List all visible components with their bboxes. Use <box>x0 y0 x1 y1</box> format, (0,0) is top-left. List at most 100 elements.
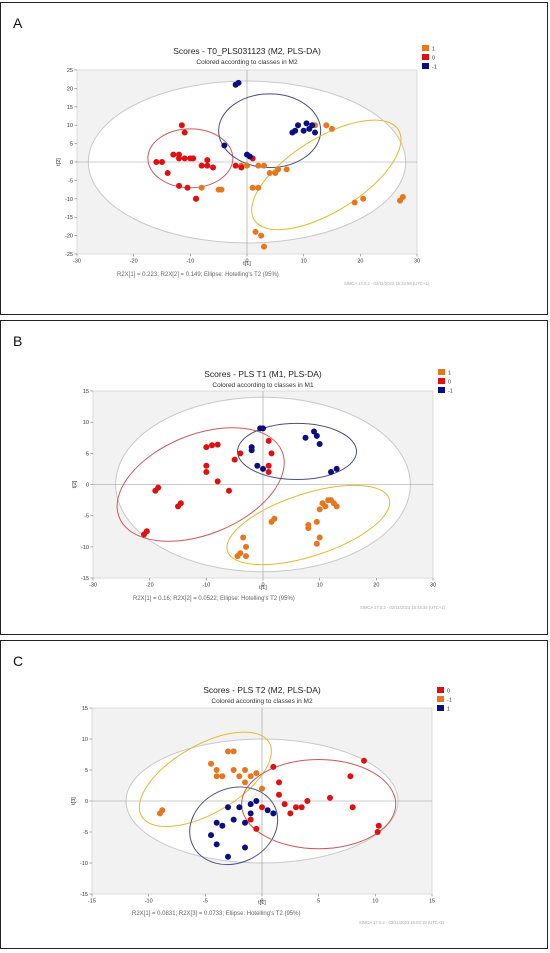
x-tick-label: -5 <box>203 899 208 905</box>
score-point-class-1 <box>247 801 254 808</box>
x-tick-label: 0 <box>261 583 264 589</box>
y-tick-label: 5 <box>70 142 73 148</box>
score-point-class--1 <box>313 432 320 439</box>
legend-label: 1 <box>448 370 451 376</box>
x-tick-label: 15 <box>429 899 435 905</box>
score-point-class-1 <box>213 841 220 848</box>
score-point-class--1 <box>235 79 242 86</box>
score-point-class-1 <box>225 853 231 860</box>
score-point-class-1 <box>237 550 244 557</box>
x-tick-label: 20 <box>373 583 379 589</box>
y-tick-label: -5 <box>84 514 89 520</box>
score-point-class--1 <box>219 773 226 780</box>
score-point-class-0 <box>265 437 272 444</box>
score-point-class--1 <box>316 440 323 447</box>
score-point-class-0 <box>178 122 185 129</box>
score-point-class-0 <box>237 450 244 457</box>
panel-letter: A <box>13 15 23 31</box>
class-ellipse--1 <box>218 93 322 169</box>
score-point-class--1 <box>213 773 220 780</box>
score-point-class-1 <box>399 193 406 200</box>
score-point-class-1 <box>219 822 226 829</box>
score-point-class-0 <box>270 763 277 770</box>
score-point-class-0 <box>304 798 311 804</box>
y-tick-label: 0 <box>86 483 89 489</box>
score-point-class-0 <box>375 822 382 829</box>
score-point-class-1 <box>240 534 247 541</box>
class-ellipse-1 <box>251 119 402 231</box>
chart-subtitle: Colored according to classes in M1 <box>212 382 314 389</box>
score-plot-c: Scores - PLS T2 (M2, PLS-DA) Colored acco… <box>71 685 452 925</box>
score-point-class-0 <box>265 462 272 469</box>
x-tick-label: 0 <box>260 899 263 905</box>
y-tick-label: -15 <box>65 215 73 221</box>
score-point-class-0 <box>276 779 282 786</box>
x-tick-label: -20 <box>130 259 138 265</box>
score-point-class--1 <box>213 767 220 773</box>
score-point-class-1 <box>360 195 367 202</box>
score-point-class-1 <box>261 243 267 250</box>
score-point-class--1 <box>333 465 340 472</box>
score-point-class-0 <box>281 801 288 808</box>
chart-title: Scores - PLS T2 (M2, PLS-DA) <box>203 685 321 695</box>
legend-swatch-1 <box>422 45 429 51</box>
score-point-class-1 <box>329 125 335 132</box>
score-point-class-1 <box>230 816 237 823</box>
y-tick-label: 10 <box>67 123 73 129</box>
score-point-class-1 <box>323 122 330 129</box>
score-point-class-0 <box>349 804 356 811</box>
score-point-class-1 <box>244 162 250 169</box>
score-point-class-0 <box>184 184 191 191</box>
class-ellipse-1 <box>226 484 391 566</box>
y-axis-label: t[3] <box>71 797 77 805</box>
score-point-class-0 <box>198 162 205 169</box>
score-point-class-0 <box>238 164 245 171</box>
score-point-class-1 <box>253 798 260 804</box>
y-tick-label: -10 <box>65 197 73 203</box>
score-point-class-1 <box>247 810 254 817</box>
score-point-class-0 <box>193 195 199 202</box>
class-ellipse-0 <box>116 427 285 542</box>
x-tick-label: -10 <box>186 259 194 265</box>
score-point-class-1 <box>255 184 262 191</box>
y-tick-label: 15 <box>82 706 88 712</box>
score-point-class--1 <box>208 760 214 767</box>
score-point-class-1 <box>225 804 231 811</box>
score-point-class-1 <box>270 810 277 817</box>
panel-letter: C <box>13 653 24 669</box>
score-point-class-1 <box>316 506 323 513</box>
software-watermark: SIMCA 17.0.2 - 03/11/2023 16:03:19 (UTC+… <box>359 920 445 925</box>
score-point-class-1 <box>213 819 220 826</box>
y-tick-label: -10 <box>80 861 88 867</box>
score-point-class-1 <box>261 162 267 169</box>
score-plot-a: Scores - T0_PLS031123 (M2, PLS-DA) Colore… <box>56 45 437 286</box>
class-ellipse-1 <box>189 786 279 866</box>
chart-footer: R2X[1] = 0.16; R2X[2] = 0.0522; Ellipse:… <box>133 596 295 602</box>
score-point-class-1 <box>322 503 329 510</box>
x-tick-label: -30 <box>73 259 81 265</box>
score-point-class--1 <box>260 465 266 472</box>
score-point-class--1 <box>246 153 253 160</box>
score-point-class-0 <box>181 155 188 162</box>
score-point-class-0 <box>204 157 211 164</box>
y-tick-label: 10 <box>83 420 89 426</box>
y-tick-label: -5 <box>83 830 88 836</box>
score-point-class-1 <box>252 228 259 235</box>
score-point-class-1 <box>271 515 278 522</box>
score-point-class-0 <box>155 484 162 491</box>
score-point-class-0 <box>268 450 275 457</box>
score-point-class-0 <box>214 478 221 485</box>
score-point-class-1 <box>243 553 249 560</box>
panel-letter: B <box>13 333 23 349</box>
x-axis-label: t[1] <box>259 585 267 591</box>
score-point-class-0 <box>143 528 150 535</box>
class-ellipse--1 <box>138 731 272 828</box>
y-tick-label: 25 <box>67 68 73 74</box>
score-point-class-1 <box>351 199 358 206</box>
score-point-class-0 <box>203 469 210 476</box>
score-point-class-0 <box>177 500 184 507</box>
legend-label: 0 <box>448 379 451 385</box>
score-point-class--1 <box>302 434 309 441</box>
legend-swatch-1 <box>438 369 445 375</box>
score-point-class--1 <box>159 807 166 814</box>
